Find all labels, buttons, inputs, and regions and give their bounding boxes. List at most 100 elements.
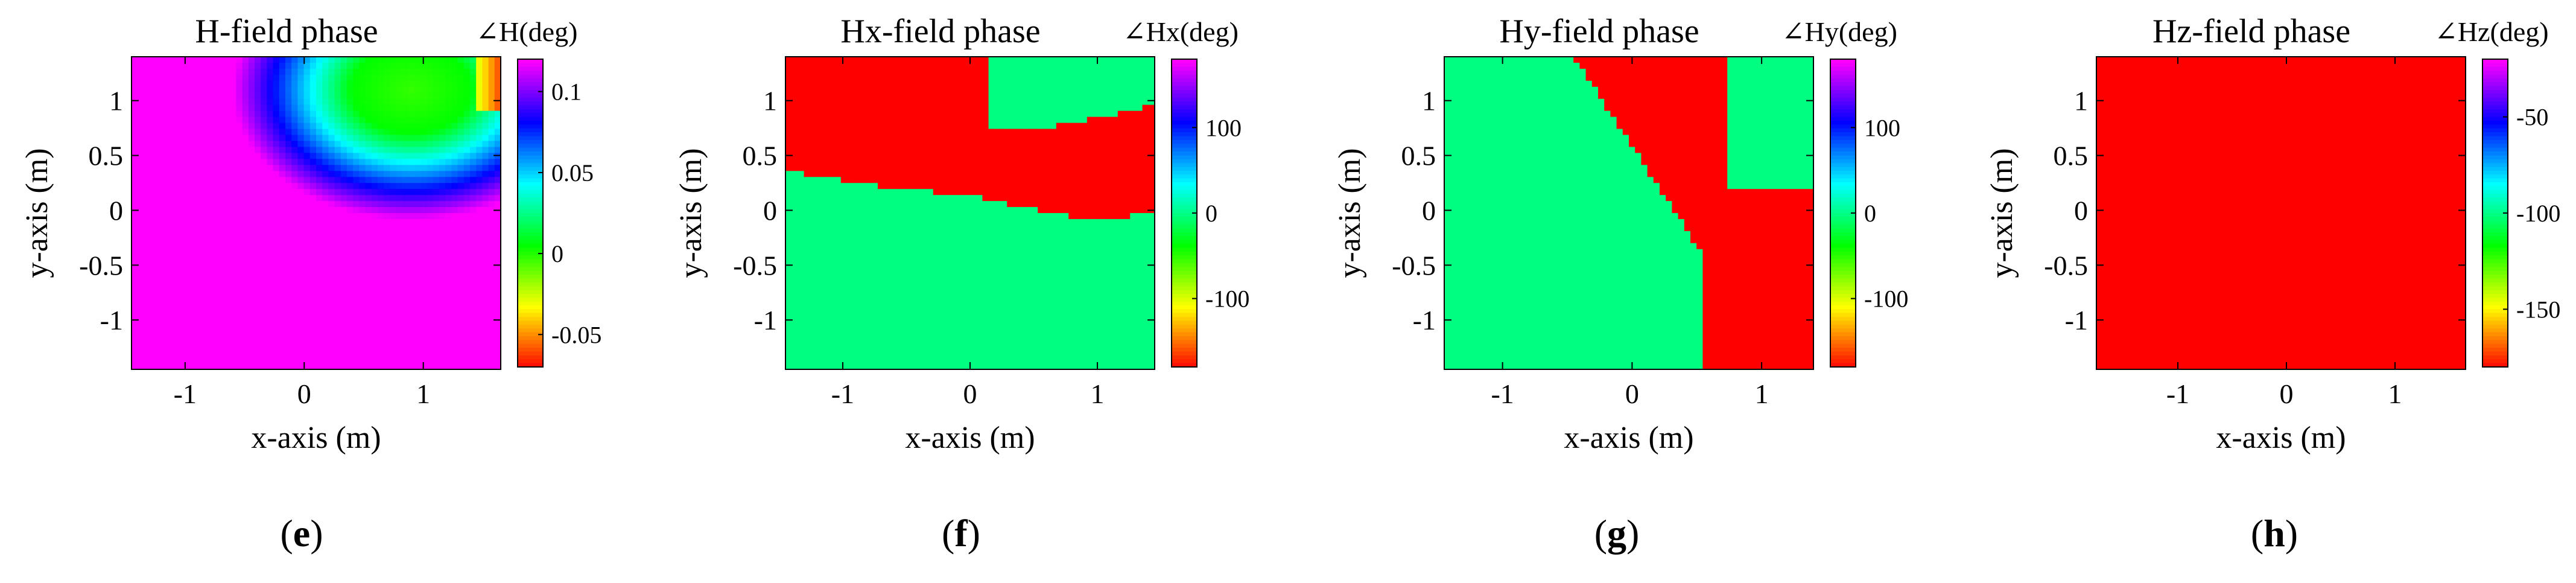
heatmap-cell [878,93,884,100]
heatmap-cell [495,87,501,94]
heatmap-cell [915,123,921,130]
heatmap-cell [402,171,409,177]
heatmap-cell [853,345,860,352]
heatmap-cell [451,177,458,183]
heatmap-cell [958,213,965,220]
heatmap-cell [316,285,323,292]
heatmap-cell [279,135,286,142]
heatmap-cell [427,351,434,358]
heatmap-cell [841,165,848,171]
heatmap-cell [847,183,854,190]
heatmap-cell [976,177,983,183]
heatmap-cell [915,237,921,244]
heatmap-cell [144,292,150,298]
heatmap-cell [212,315,218,322]
heatmap-cell [427,249,434,256]
heatmap-cell [279,93,286,100]
heatmap-cell [909,207,915,214]
heatmap-cell [322,81,329,88]
heatmap-cell [427,285,434,292]
heatmap-cell [335,249,341,256]
heatmap-cell [859,93,866,100]
heatmap-cell [224,255,230,262]
heatmap-cell [187,207,194,214]
heatmap-cell [872,207,878,214]
heatmap-cell [420,249,427,256]
heatmap-cell [384,69,390,75]
heatmap-cell [945,219,952,226]
heatmap-cell [482,357,489,364]
heatmap-cell [310,57,317,63]
heatmap-cell [378,285,384,292]
heatmap-cell [335,165,341,171]
heatmap-cell [427,171,434,177]
heatmap-cell [236,249,243,256]
heatmap-cell [261,303,267,310]
heatmap-cell [945,357,952,364]
heatmap-cell [181,297,188,304]
heatmap-cell [785,225,792,232]
heatmap-cell [414,105,421,112]
heatmap-cell [951,273,958,280]
heatmap-cell [878,237,884,244]
heatmap-cell [328,189,335,196]
heatmap-cell [939,171,946,177]
heatmap-cell [927,189,934,196]
heatmap-cell [347,129,354,136]
heatmap-cell [341,267,347,274]
heatmap-cell [279,87,286,94]
heatmap-cell [945,345,952,352]
heatmap-cell [445,273,452,280]
heatmap-cell [945,249,952,256]
heatmap-cell [872,135,878,142]
heatmap-cell [933,93,940,100]
heatmap-cell [162,201,169,208]
heatmap-cell [822,159,829,165]
heatmap-cell [804,237,811,244]
heatmap-cell [243,207,249,214]
heatmap-cell [903,231,909,238]
heatmap-cell [402,219,409,226]
heatmap-cell [970,87,977,94]
heatmap-cell [285,87,292,94]
heatmap-cell [976,189,983,196]
heatmap-cell [822,81,829,88]
heatmap-cell [224,219,230,226]
heatmap-cell [366,357,372,364]
heatmap-cell [304,87,311,94]
heatmap-cell [489,345,495,352]
heatmap-cell [279,345,286,352]
heatmap-cell [335,219,341,226]
heatmap-cell [132,123,138,130]
heatmap-cell [255,309,261,316]
heatmap-cell [341,213,347,220]
heatmap-cell [878,81,884,88]
heatmap-cell [445,327,452,334]
heatmap-cell [414,117,421,124]
heatmap-cell [859,69,866,75]
heatmap-cell [144,231,150,238]
heatmap-cell [328,285,335,292]
heatmap-cell [476,111,483,118]
heatmap-cell [470,357,477,364]
heatmap-cell [285,75,292,81]
heatmap-cell [205,213,212,220]
heatmap-cell [304,255,311,262]
heatmap-cell [445,117,452,124]
heatmap-cell [341,111,347,118]
heatmap-cell [156,63,163,69]
heatmap-cell [896,189,903,196]
heatmap-cell [291,237,298,244]
heatmap-cell [847,339,854,346]
heatmap-cell [495,345,501,352]
heatmap-cell [903,219,909,226]
heatmap-cell [890,249,896,256]
heatmap-cell [390,297,396,304]
heatmap-cell [798,147,804,153]
heatmap-cell [982,75,989,81]
heatmap-cell [359,327,366,334]
heatmap-cell [903,321,909,328]
heatmap-cell [841,231,848,238]
heatmap-cell [279,183,286,190]
heatmap-cell [322,75,329,81]
